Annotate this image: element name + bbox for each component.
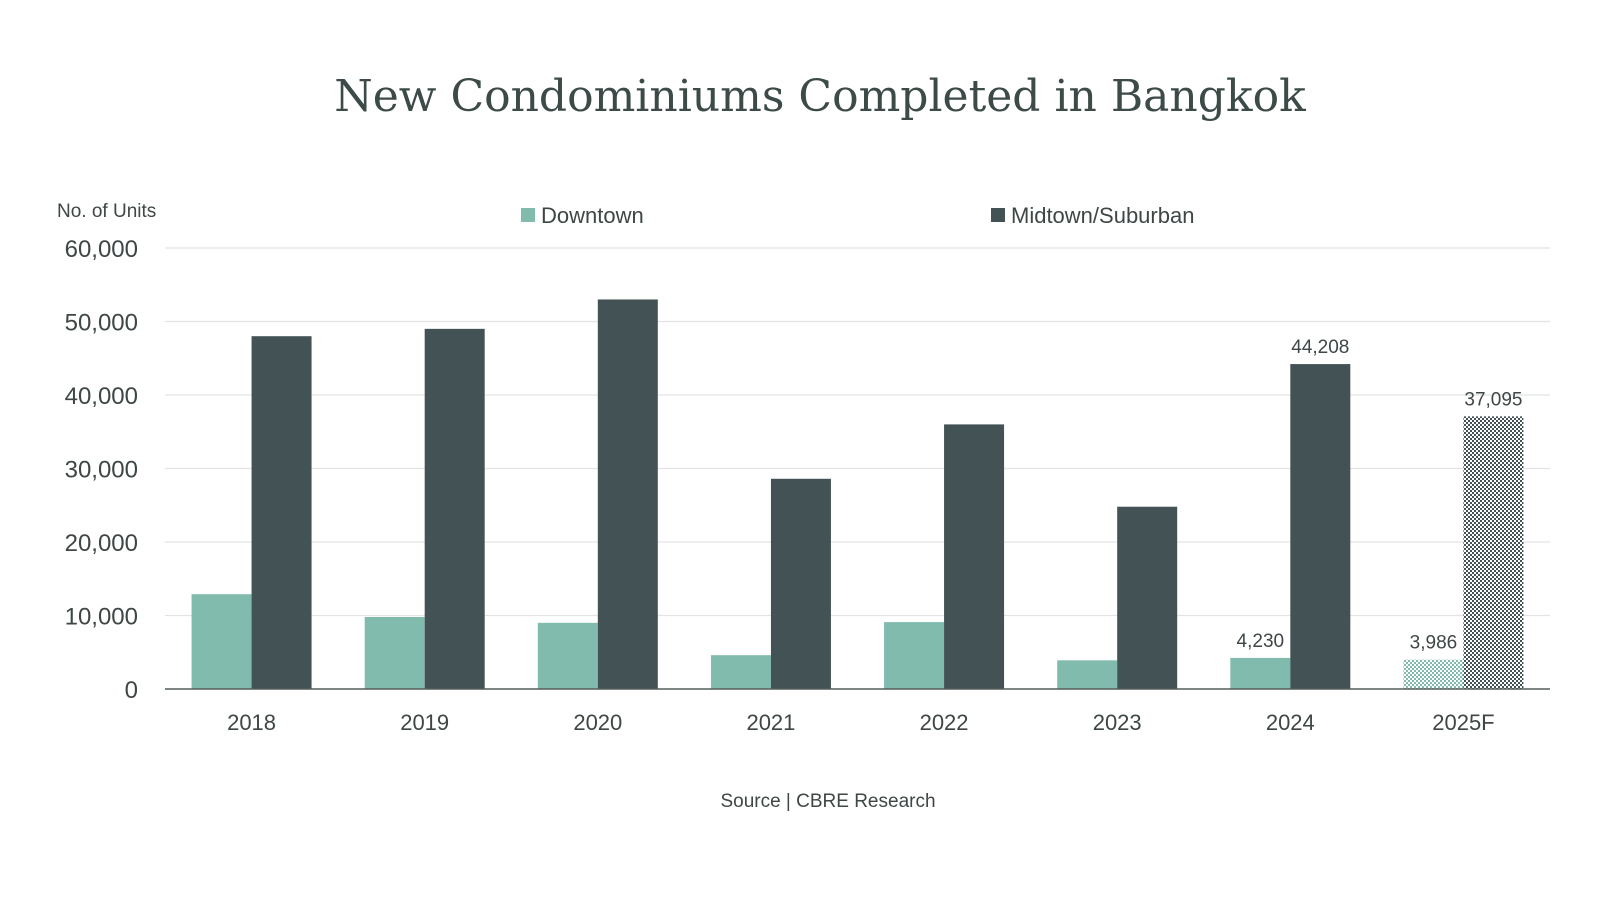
y-tick-label: 40,000 — [65, 383, 138, 410]
bar-midtown-2025F — [1463, 416, 1524, 689]
legend-swatch — [521, 208, 535, 222]
x-tick-label: 2018 — [227, 710, 276, 735]
y-tick-label: 10,000 — [65, 604, 138, 631]
bar-downtown-2024 — [1230, 657, 1291, 689]
y-tick-label: 0 — [125, 677, 138, 704]
bar-midtown-2018 — [251, 336, 312, 689]
y-axis-ticks: 0 10,000 20,000 30,000 40,000 50,000 60,000 — [65, 236, 138, 704]
x-axis-ticks: 2018 2019 2020 2021 2022 2023 2024 2025F — [227, 710, 1495, 735]
bar-downtown-2021 — [710, 655, 771, 689]
y-tick-label: 30,000 — [65, 457, 138, 484]
bar-midtown-2021 — [770, 478, 831, 689]
data-label: 44,208 — [1291, 337, 1349, 358]
data-label: 4,230 — [1237, 631, 1285, 652]
bar-midtown-2020 — [597, 299, 658, 689]
bar-midtown-2022 — [944, 424, 1005, 689]
data-label: 37,095 — [1464, 389, 1522, 410]
y-tick-label: 50,000 — [65, 310, 138, 337]
bar-downtown-2023 — [1057, 660, 1118, 689]
legend-label: Downtown — [541, 203, 644, 228]
x-tick-label: 2019 — [400, 710, 449, 735]
bar-midtown-2024 — [1290, 364, 1351, 689]
bar-midtown-2019 — [424, 328, 485, 689]
bar-downtown-2020 — [537, 622, 598, 689]
legend-swatch — [991, 208, 1005, 222]
x-tick-label: 2020 — [573, 710, 622, 735]
x-tick-label: 2025F — [1432, 710, 1494, 735]
x-tick-label: 2021 — [746, 710, 795, 735]
data-label: 3,986 — [1410, 633, 1458, 654]
y-axis-label: No. of Units — [57, 201, 156, 222]
bar-downtown-2019 — [364, 616, 425, 689]
legend: Downtown Midtown/Suburban — [521, 203, 1194, 228]
data-labels: 4,230 44,208 3,986 37,095 — [1237, 337, 1523, 654]
source-note: Source | CBRE Research — [720, 791, 935, 812]
y-tick-label: 60,000 — [65, 236, 138, 263]
legend-label: Midtown/Suburban — [1011, 203, 1194, 228]
x-tick-label: 2024 — [1266, 710, 1315, 735]
x-tick-label: 2022 — [920, 710, 969, 735]
x-tick-label: 2023 — [1093, 710, 1142, 735]
bar-downtown-2018 — [191, 594, 252, 689]
y-tick-label: 20,000 — [65, 530, 138, 557]
bar-midtown-2023 — [1117, 506, 1178, 689]
chart-title: New Condominiums Completed in Bangkok — [334, 71, 1306, 122]
bar-downtown-2022 — [884, 622, 945, 689]
bars — [191, 299, 1524, 689]
bar-downtown-2025F — [1403, 659, 1464, 689]
